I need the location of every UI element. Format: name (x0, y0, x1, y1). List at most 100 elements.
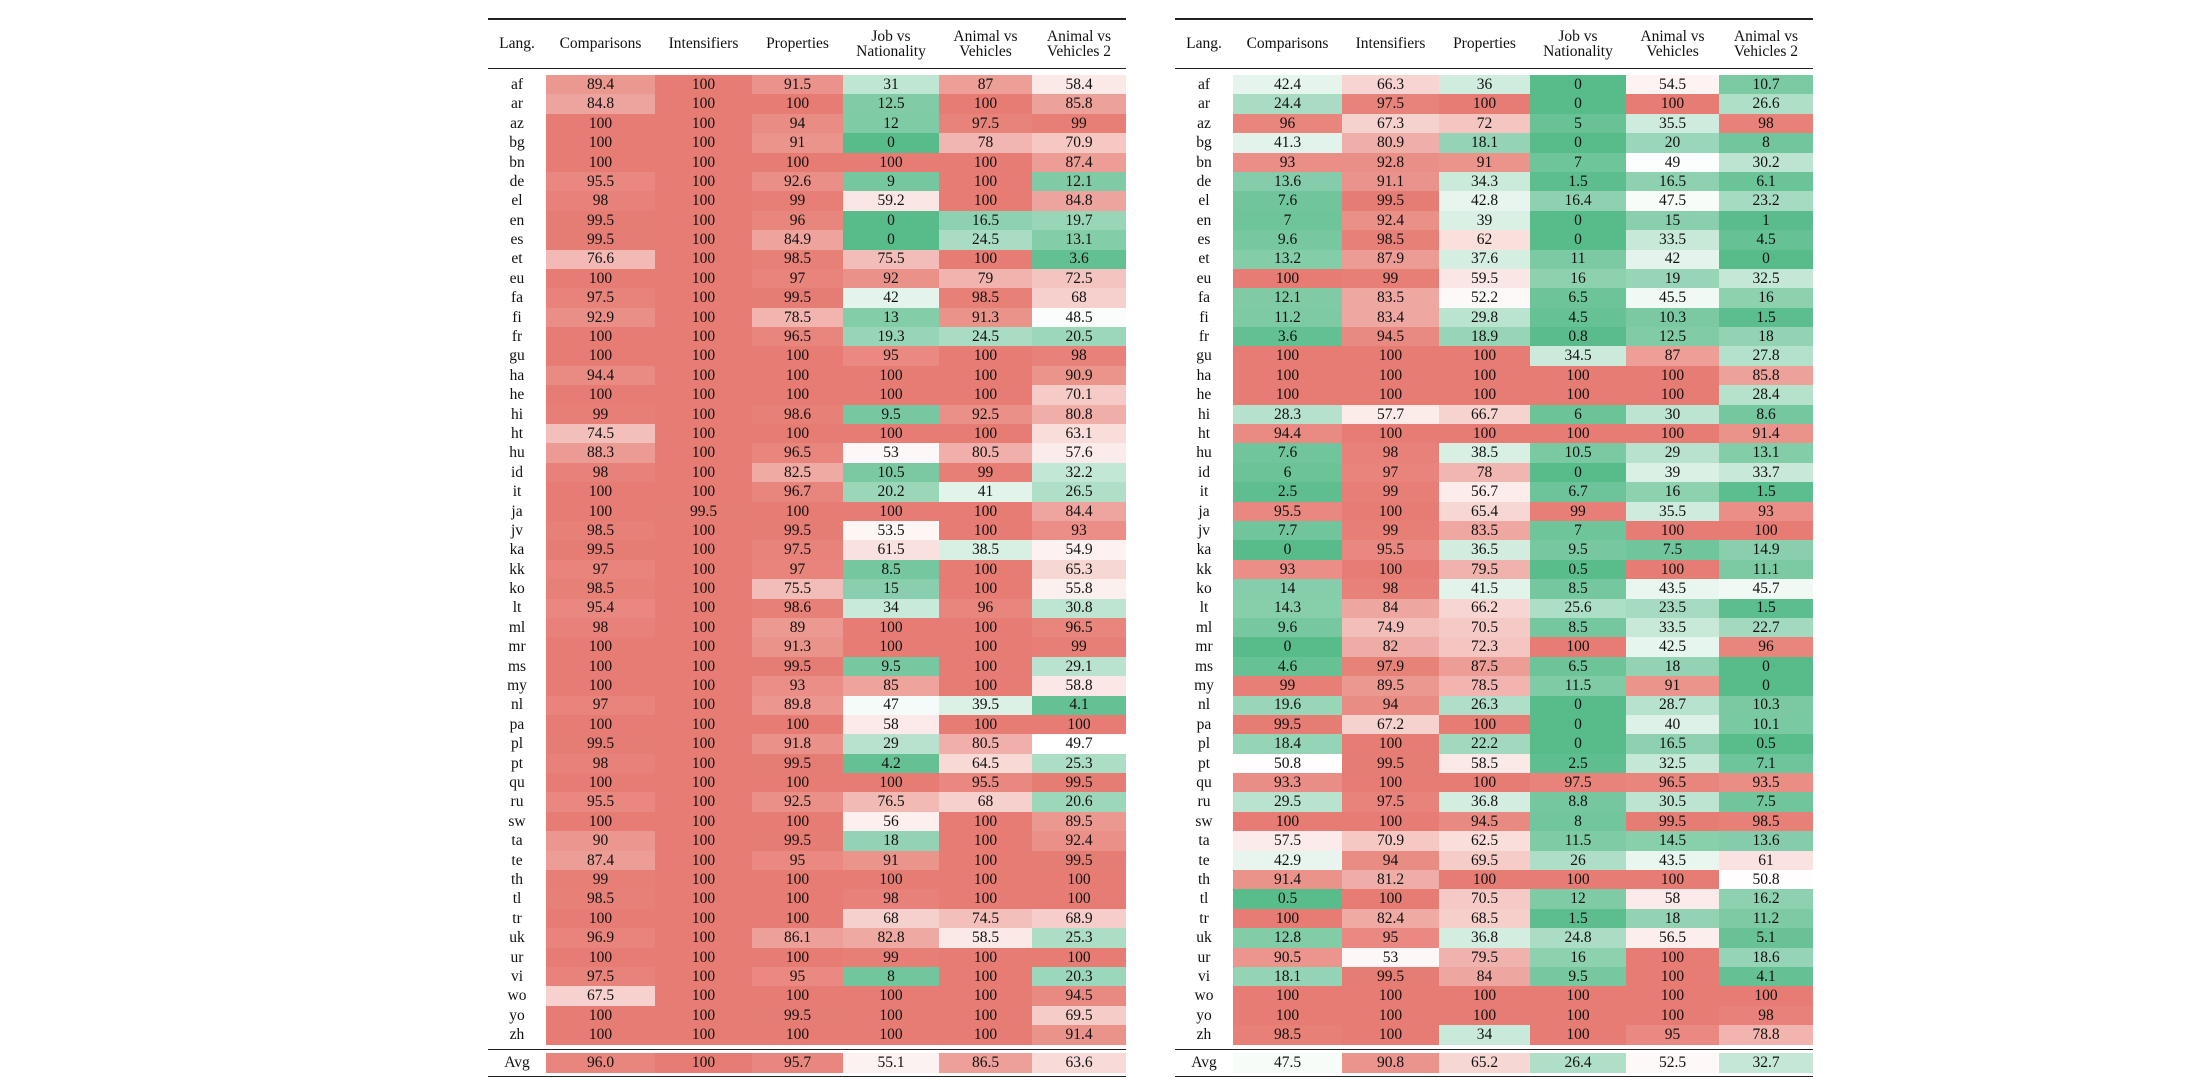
heat-cell-animal-vs-vehicles: 7.5 (1626, 540, 1719, 560)
heat-cell-properties: 99.5 (752, 656, 843, 677)
heat-cell-properties: 59.5 (1439, 268, 1530, 289)
heat-cell-job-vs-nationality: 29 (843, 734, 939, 754)
heat-cell-animal-vs-vehicles-2: 32.2 (1032, 462, 1126, 483)
heat-cell-job-vs-nationality: 9.5 (843, 404, 939, 425)
language-code-cell: he (509, 386, 525, 404)
table-row: fa 12.1 83.5 52.2 6.5 45.5 16 (1175, 288, 1813, 308)
heat-cell-comparisons: 29.5 (1233, 792, 1342, 812)
heat-cell-intensifiers: 97.5 (1342, 94, 1439, 114)
heat-cell-animal-vs-vehicles: 95.5 (939, 773, 1032, 793)
heat-cell-intensifiers: 100 (1342, 1005, 1439, 1026)
heat-cell-animal-vs-vehicles: 100 (1626, 947, 1719, 967)
heat-cell-animal-vs-vehicles: 33.5 (1626, 230, 1719, 250)
heat-cell-job-vs-nationality: 95 (843, 346, 939, 366)
table-row: jv 98.5 100 99.5 53.5 100 93 (488, 520, 1126, 541)
heat-cell-job-vs-nationality: 75.5 (843, 249, 939, 269)
heat-cell-comparisons: 2.5 (1233, 482, 1342, 502)
heat-cell-animal-vs-vehicles: 99.5 (1626, 811, 1719, 832)
table-row: et 13.2 87.9 37.6 11 42 0 (1175, 249, 1813, 269)
heat-cell-properties: 100 (1439, 385, 1530, 405)
heat-cell-intensifiers: 100 (1342, 346, 1439, 366)
heat-cell-animal-vs-vehicles: 35.5 (1626, 501, 1719, 521)
heat-cell-properties: 86.1 (752, 928, 843, 948)
heat-cell-job-vs-nationality: 100 (843, 1025, 939, 1045)
heat-cell-comparisons: 100 (1233, 385, 1342, 405)
heat-cell-properties: 97 (752, 559, 843, 580)
heat-cell-intensifiers: 100 (655, 152, 752, 172)
heat-cell-properties: 95 (752, 966, 843, 987)
language-code-cell: mr (1195, 638, 1213, 656)
heat-cell-comparisons: 99.5 (546, 210, 655, 231)
heat-cell-animal-vs-vehicles: 14.5 (1626, 831, 1719, 851)
heat-cell-intensifiers: 92.4 (1342, 210, 1439, 231)
heat-cell-properties: 66.7 (1439, 404, 1530, 425)
heat-cell-comparisons: 74.5 (546, 424, 655, 444)
heat-cell-job-vs-nationality: 4.2 (843, 753, 939, 774)
column-header-lang: Lang. (488, 19, 546, 69)
heat-cell-animal-vs-vehicles-2: 8.6 (1719, 404, 1813, 425)
table-row: ko 14 98 41.5 8.5 43.5 45.7 (1175, 579, 1813, 599)
average-cell-job-vs-nationality: 55.1 (843, 1052, 939, 1073)
rule-cell (488, 1044, 1126, 1050)
heat-cell-comparisons: 100 (1233, 986, 1342, 1006)
heat-cell-properties: 99 (752, 191, 843, 211)
language-code-cell: bg (1196, 134, 1212, 152)
heat-cell-comparisons: 100 (1233, 1005, 1342, 1026)
table-row: ha 94.4 100 100 100 100 90.9 (488, 365, 1126, 386)
table-row: de 13.6 91.1 34.3 1.5 16.5 6.1 (1175, 171, 1813, 192)
heat-cell-animal-vs-vehicles-2: 6.1 (1719, 171, 1813, 192)
heat-cell-comparisons: 100 (546, 133, 655, 153)
language-code-cell: ja (511, 502, 523, 520)
heat-cell-properties: 91 (752, 133, 843, 153)
heat-cell-properties: 99.5 (752, 831, 843, 851)
end-rule-row (1175, 1072, 1813, 1077)
language-code-cell: th (1197, 870, 1211, 888)
heat-cell-intensifiers: 99 (1342, 520, 1439, 541)
heat-cell-job-vs-nationality: 100 (843, 501, 939, 521)
heat-cell-animal-vs-vehicles-2: 3.6 (1032, 249, 1126, 269)
column-header-text: Lang. (1186, 35, 1222, 53)
heat-cell-intensifiers: 99.5 (1342, 753, 1439, 774)
heat-cell-animal-vs-vehicles: 100 (939, 385, 1032, 405)
heat-cell-intensifiers: 100 (655, 831, 752, 851)
table-row: kk 97 100 97 8.5 100 65.3 (488, 559, 1126, 580)
heat-cell-intensifiers: 97.9 (1342, 656, 1439, 677)
heat-cell-comparisons: 18.4 (1233, 734, 1342, 754)
heat-cell-properties: 79.5 (1439, 947, 1530, 967)
header-row: Lang. Comparisons Intensifiers Properties Jo… (1175, 19, 1813, 69)
heat-cell-intensifiers: 100 (655, 559, 752, 580)
heat-cell-comparisons: 100 (1233, 908, 1342, 929)
column-header-text: Intensifiers (1355, 35, 1426, 53)
heat-cell-intensifiers: 100 (655, 210, 752, 231)
table-row: ru 95.5 100 92.5 76.5 68 20.6 (488, 792, 1126, 812)
heat-cell-animal-vs-vehicles-2: 89.5 (1032, 811, 1126, 832)
heat-cell-animal-vs-vehicles-2: 93 (1032, 520, 1126, 541)
table-row: ht 74.5 100 100 100 100 63.1 (488, 424, 1126, 444)
heat-cell-properties: 100 (1439, 365, 1530, 386)
heat-cell-animal-vs-vehicles-2: 70.1 (1032, 385, 1126, 405)
heat-cell-animal-vs-vehicles-2: 13.1 (1719, 443, 1813, 463)
heat-cell-job-vs-nationality: 100 (843, 773, 939, 793)
heat-cell-intensifiers: 92.8 (1342, 152, 1439, 172)
heat-cell-animal-vs-vehicles-2: 11.2 (1719, 908, 1813, 929)
language-code-cell: de (509, 172, 525, 190)
table-row: ka 99.5 100 97.5 61.5 38.5 54.9 (488, 540, 1126, 560)
heat-cell-intensifiers: 67.2 (1342, 714, 1439, 735)
language-code-cell: tr (512, 909, 522, 927)
table-row: hi 99 100 98.6 9.5 92.5 80.8 (488, 404, 1126, 425)
heat-cell-animal-vs-vehicles-2: 68.9 (1032, 908, 1126, 929)
table-row: uk 12.8 95 36.8 24.8 56.5 5.1 (1175, 928, 1813, 948)
heat-cell-intensifiers: 100 (655, 598, 752, 618)
table-row: eu 100 99 59.5 16 19 32.5 (1175, 268, 1813, 289)
heat-cell-intensifiers: 95.5 (1342, 540, 1439, 560)
column-header-job-vs-nationality: Job vs Nationality (843, 19, 939, 69)
left-heatmap-table: Lang. Comparisons Intensifiers Properties Jo… (488, 18, 1126, 1077)
heat-cell-animal-vs-vehicles-2: 18 (1719, 327, 1813, 347)
heat-cell-animal-vs-vehicles-2: 4.1 (1719, 966, 1813, 987)
heat-cell-animal-vs-vehicles: 100 (1626, 559, 1719, 580)
heat-cell-intensifiers: 100 (655, 385, 752, 405)
language-code-cell: fa (1197, 289, 1211, 307)
heat-cell-intensifiers: 100 (655, 811, 752, 832)
heat-cell-comparisons: 0.5 (1233, 889, 1342, 909)
heat-cell-job-vs-nationality: 11 (1530, 249, 1626, 269)
